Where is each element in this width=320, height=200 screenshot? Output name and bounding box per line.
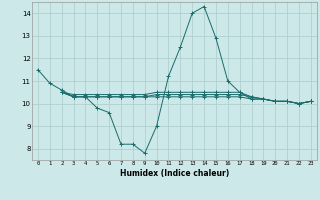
X-axis label: Humidex (Indice chaleur): Humidex (Indice chaleur) xyxy=(120,169,229,178)
